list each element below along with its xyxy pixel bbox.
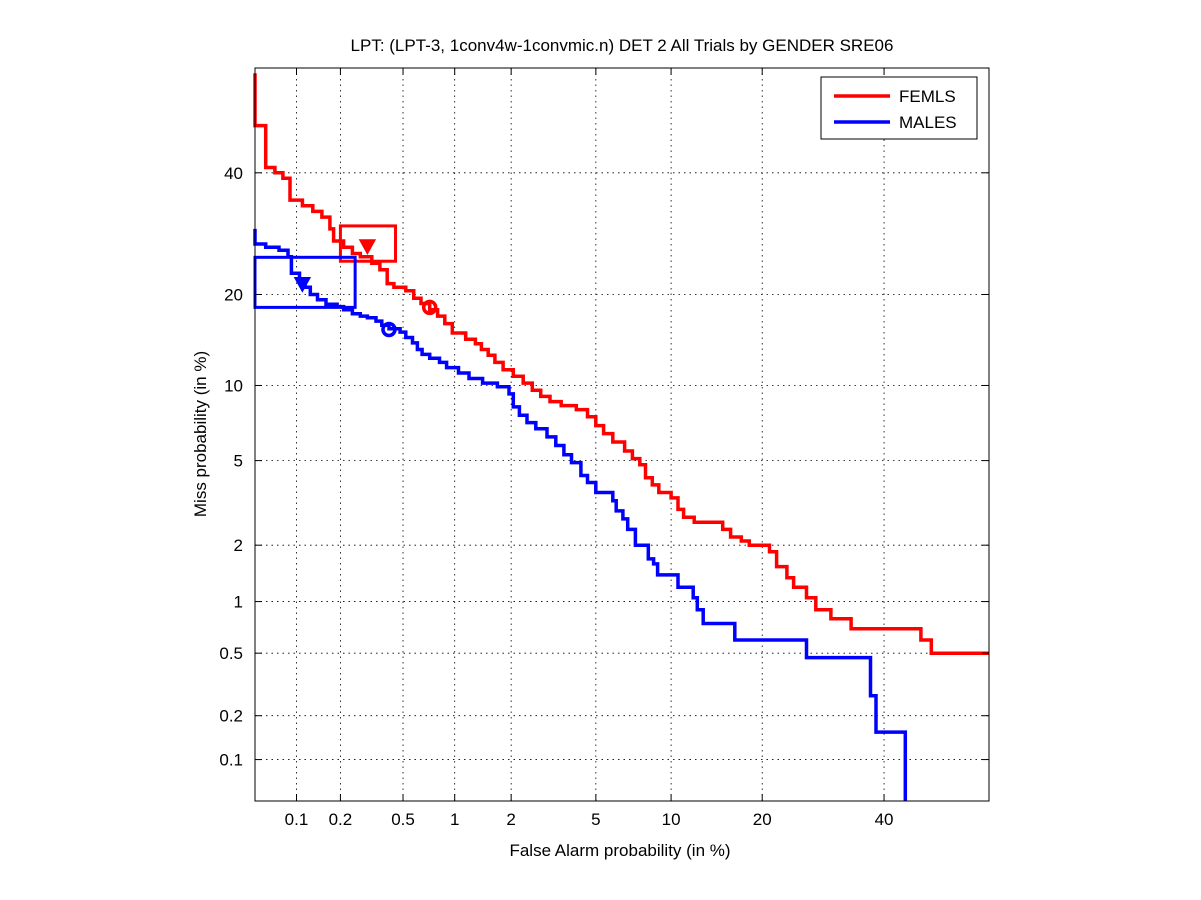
- y-tick-label: 2: [234, 536, 243, 555]
- grid: [255, 68, 989, 801]
- x-tick-label: 20: [753, 810, 772, 829]
- operating-point-markers: [293, 239, 438, 338]
- y-axis-label: Miss probability (in %): [191, 351, 210, 517]
- chart-title: LPT: (LPT-3, 1conv4w-1convmic.n) DET 2 A…: [351, 36, 894, 55]
- x-tick-label: 2: [506, 810, 515, 829]
- y-tick-label: 20: [224, 285, 243, 304]
- x-axis-ticks: 0.1 0.2 0.5 1 2 5 10 20 40: [285, 68, 894, 829]
- y-tick-label: 1: [234, 593, 243, 612]
- y-tick-label: 10: [224, 376, 243, 395]
- series-line-males: [253, 228, 908, 801]
- x-tick-label: 1: [450, 810, 459, 829]
- x-tick-label: 0.1: [285, 810, 309, 829]
- series-lines: [253, 73, 989, 801]
- x-tick-label: 5: [591, 810, 600, 829]
- min-dcf-marker-males: [381, 321, 397, 338]
- legend: FEMLS MALES: [820, 76, 978, 140]
- x-tick-label: 40: [875, 810, 894, 829]
- legend-label-males: MALES: [899, 113, 957, 132]
- actual-dcf-marker-femls: [358, 239, 377, 255]
- x-axis-label: False Alarm probability (in %): [509, 841, 730, 860]
- y-tick-label: 5: [234, 452, 243, 471]
- x-tick-label: 0.2: [329, 810, 353, 829]
- actual-dcf-marker-males: [293, 277, 312, 293]
- min-dcf-marker-femls: [421, 299, 438, 316]
- plot-frame: [254, 67, 990, 802]
- confidence-box-femls: [338, 224, 398, 263]
- legend-box: [820, 76, 978, 140]
- x-tick-label: 10: [662, 810, 681, 829]
- y-tick-label: 40: [224, 164, 243, 183]
- series-line-femls: [253, 73, 989, 655]
- legend-label-femls: FEMLS: [899, 87, 956, 106]
- plot-area: [255, 68, 989, 801]
- x-tick-label: 0.5: [391, 810, 415, 829]
- y-tick-label: 0.5: [219, 644, 243, 663]
- y-tick-label: 0.2: [219, 707, 243, 726]
- y-axis-ticks: 0.1 0.2 0.5 1 2 5 10 20 40: [219, 164, 989, 770]
- y-tick-label: 0.1: [219, 751, 243, 770]
